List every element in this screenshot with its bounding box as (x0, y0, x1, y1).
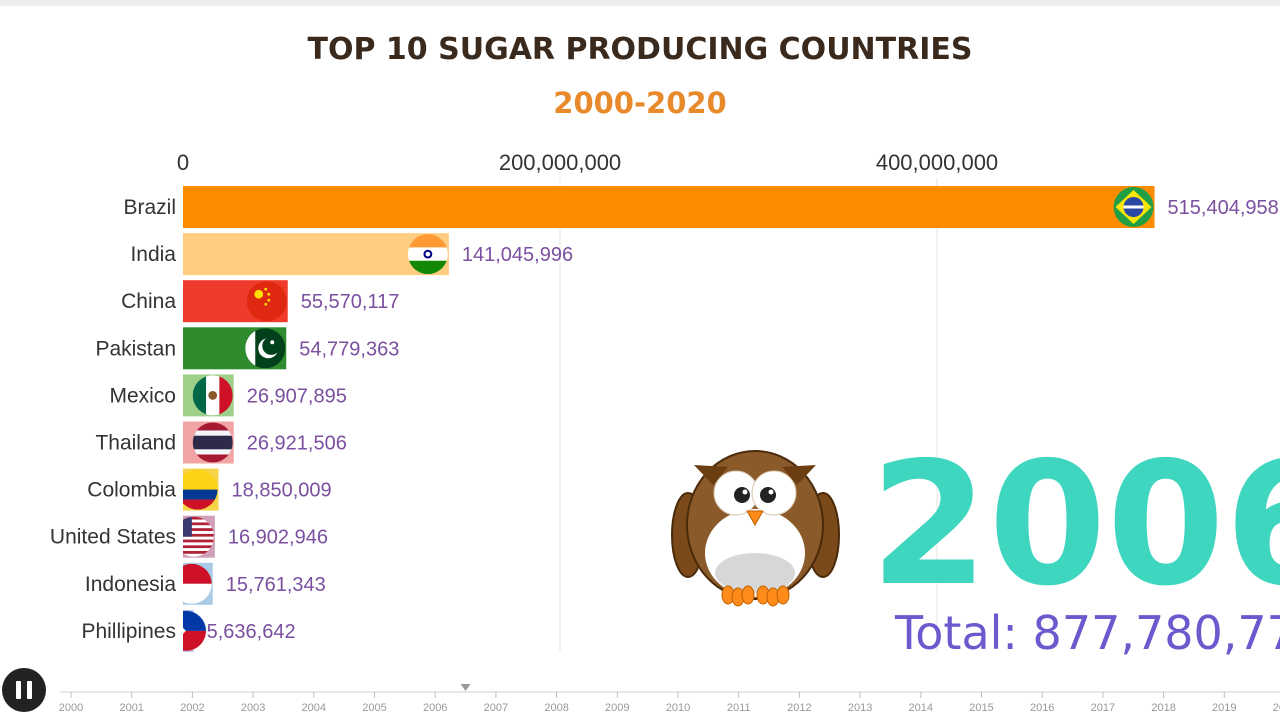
category-label: Colombia (87, 479, 176, 502)
timeline-year-label[interactable]: 2011 (727, 702, 751, 714)
category-label: Thailand (95, 432, 176, 455)
timeline-year-label[interactable]: 2010 (666, 702, 690, 714)
timeline-handle[interactable] (460, 684, 471, 691)
x-tick-label-1: 200,000,000 (499, 150, 621, 175)
bar-india (183, 233, 449, 276)
bar-rect (183, 186, 1155, 228)
category-label: Mexico (109, 384, 176, 407)
pause-icon (16, 681, 21, 699)
timeline-year-label[interactable]: 2013 (848, 702, 872, 714)
usa-flag-icon (183, 516, 214, 557)
timeline-year-label[interactable]: 2017 (1091, 702, 1115, 714)
x-tick-label-2: 400,000,000 (876, 150, 998, 175)
timeline-year-label[interactable]: 2015 (969, 702, 993, 714)
pakistan-flag-icon (245, 328, 286, 369)
indonesia-flag-icon (183, 563, 212, 604)
category-label: Pakistan (95, 337, 176, 360)
value-label: 15,761,343 (226, 574, 326, 596)
x-tick-label-0: 0 (177, 150, 189, 175)
value-label: 55,570,117 (301, 291, 400, 313)
value-label: 26,921,506 (247, 433, 347, 455)
india-flag-icon (407, 234, 448, 275)
timeline-year-label[interactable]: 2002 (180, 702, 204, 714)
value-label: 16,902,946 (228, 527, 328, 549)
category-label: United States (50, 526, 176, 549)
category-label: India (130, 243, 176, 266)
top-strip (0, 0, 1280, 6)
value-label: 18,850,009 (232, 480, 332, 502)
timeline-year-label[interactable]: 2009 (605, 702, 629, 714)
total-label: Total: 877,780,775 (895, 606, 1280, 660)
value-label: 54,779,363 (299, 338, 399, 360)
timeline[interactable]: 2000 2001 2002 2003 2004 2005 2006 2007 2008 2009… (0, 676, 1280, 720)
timeline-year-label[interactable]: 2020 (1273, 702, 1280, 714)
bar-rect (183, 233, 449, 276)
category-label: China (121, 290, 176, 313)
timeline-year-label[interactable]: 2016 (1030, 702, 1054, 714)
timeline-year-label[interactable]: 2008 (544, 702, 568, 714)
timeline-year-label[interactable]: 2001 (119, 702, 143, 714)
category-label: Phillipines (81, 620, 176, 643)
category-label: Indonesia (85, 573, 176, 596)
timeline-year-label[interactable]: 2014 (909, 702, 933, 714)
timeline-year-label[interactable]: 2004 (302, 702, 326, 714)
chart-subtitle: 2000-2020 (553, 86, 727, 120)
mexico-flag-icon (192, 375, 233, 416)
timeline-year-label[interactable]: 2018 (1151, 702, 1175, 714)
thailand-flag-icon (192, 422, 233, 463)
value-label: 141,045,996 (462, 244, 573, 266)
bar-brazil (183, 186, 1155, 228)
category-label: Brazil (123, 196, 176, 219)
china-flag-icon (246, 281, 287, 322)
chart-title: TOP 10 SUGAR PRODUCING COUNTRIES (307, 32, 973, 67)
owl-feet (721, 585, 790, 607)
value-label: 5,636,642 (207, 621, 296, 643)
pause-button[interactable] (2, 668, 46, 712)
timeline-year-label[interactable]: 2006 (423, 702, 447, 714)
owl-icon (671, 450, 840, 607)
timeline-year-label[interactable]: 2000 (59, 702, 83, 714)
colombia-flag-icon (183, 469, 218, 510)
timeline-year-label[interactable]: 2012 (787, 702, 811, 714)
timeline-year-label[interactable]: 2019 (1212, 702, 1236, 714)
timeline-year-label[interactable]: 2003 (241, 702, 265, 714)
brazil-flag-icon (1113, 187, 1154, 227)
timeline-year-label[interactable]: 2007 (484, 702, 508, 714)
timeline-year-label[interactable]: 2005 (362, 702, 386, 714)
value-label: 515,404,958 (1168, 197, 1279, 219)
value-label: 26,907,895 (247, 385, 347, 407)
pause-icon-bar (27, 681, 32, 699)
current-year: 2006 (870, 426, 1280, 624)
